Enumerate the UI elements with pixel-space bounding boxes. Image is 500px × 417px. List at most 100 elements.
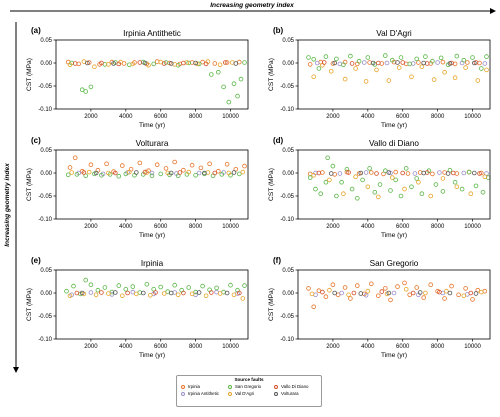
point-san-gregorio — [354, 196, 360, 201]
panel-label: (c) — [31, 136, 41, 145]
x-tick-label: 6000 — [396, 224, 410, 230]
y-tick-label: -0.10 — [280, 107, 294, 113]
point-irpinia — [405, 171, 411, 176]
point-irpinia — [163, 166, 169, 171]
point-irpinia-antithetic — [363, 170, 369, 175]
point-san-gregorio — [172, 282, 178, 288]
point-san-gregorio — [214, 285, 219, 291]
point-vallo-di-diano — [74, 290, 80, 296]
point-irpinia — [104, 161, 109, 167]
point-irpinia — [428, 282, 434, 288]
legend-title: Source faults — [234, 377, 264, 382]
point-irpinia — [456, 292, 461, 298]
panel-irpinia-antithetic: (a) Irpinia Antithetic 0.05 0.00 -0.05 -0.10 2… — [26, 26, 249, 129]
point-san-gregorio — [99, 173, 104, 178]
point-irpinia-antithetic — [361, 60, 367, 65]
x-tick-label: 8000 — [189, 344, 203, 350]
legend-item-volturara: Volturara — [274, 390, 299, 397]
point-val-d-agri — [363, 79, 369, 84]
point-san-gregorio — [382, 53, 388, 58]
point-vallo-di-diano — [450, 170, 456, 176]
point-irpinia — [207, 161, 212, 167]
y-axis-label: CST (MPa) — [26, 58, 33, 91]
point-irpinia — [395, 284, 400, 289]
y-tick-label: 0.00 — [40, 61, 52, 67]
point-san-gregorio — [377, 182, 383, 187]
point-val-d-agri — [240, 169, 246, 175]
point-san-gregorio — [149, 173, 155, 179]
point-val-d-agri — [69, 170, 74, 175]
point-irpinia — [216, 168, 221, 174]
point-volturara — [202, 170, 207, 176]
x-axis-label: Time (yr) — [139, 352, 165, 359]
point-val-d-agri — [468, 191, 474, 197]
point-irpinia — [137, 160, 143, 166]
point-irpinia-antithetic — [435, 60, 440, 65]
panel-title: San Gregorio — [370, 259, 419, 268]
point-san-gregorio — [123, 286, 129, 292]
legend: Source faults Irpinia Irpinia Antithetic… — [176, 375, 322, 407]
y-tick-label: 0.00 — [282, 291, 294, 297]
point-irpinia-antithetic — [314, 60, 320, 66]
point-san-gregorio — [221, 84, 226, 90]
point-san-gregorio — [237, 171, 242, 177]
panel-title: Irpinia — [141, 259, 164, 268]
point-san-gregorio — [158, 171, 164, 177]
point-volturara — [134, 170, 139, 175]
point-san-gregorio — [242, 283, 247, 288]
panel-label: (e) — [31, 256, 41, 265]
point-san-gregorio — [484, 54, 489, 59]
y-axis-label: CST (MPa) — [26, 288, 33, 321]
point-vallo-di-diano — [125, 290, 130, 296]
point-san-gregorio — [123, 171, 129, 177]
point-irpinia — [393, 169, 399, 175]
point-vallo-di-diano — [177, 170, 183, 175]
point-san-gregorio — [360, 177, 365, 183]
point-irpinia — [440, 59, 446, 65]
point-san-gregorio — [235, 93, 240, 99]
x-axis-label: Time (yr) — [139, 122, 165, 129]
point-val-d-agri — [389, 175, 395, 180]
legend-label-val-dagri: Val D'Agri — [235, 391, 255, 396]
point-san-gregorio — [334, 56, 339, 62]
point-vallo-di-diano — [237, 290, 242, 296]
point-val-d-agri — [431, 77, 437, 82]
point-vallo-di-diano — [181, 60, 186, 66]
point-val-d-agri — [482, 174, 488, 180]
point-san-gregorio — [242, 60, 247, 65]
point-vallo-di-diano — [99, 290, 104, 295]
point-vallo-di-diano — [321, 60, 327, 65]
panel-val-d-agri: (b) Val D'Agri 0.05 0.00 -0.05 -0.10 2000 4000 6… — [268, 26, 491, 129]
legend-item-irpinia: Irpinia — [181, 383, 200, 390]
point-volturara — [473, 291, 479, 296]
point-irpinia — [402, 280, 407, 286]
point-irpinia — [172, 159, 178, 165]
point-san-gregorio — [226, 99, 232, 105]
point-volturara — [141, 290, 146, 296]
point-vallo-di-diano — [437, 289, 442, 295]
point-vallo-di-diano — [349, 61, 355, 66]
point-san-gregorio — [341, 62, 346, 68]
point-val-d-agri — [93, 292, 99, 298]
point-irpinia — [368, 281, 374, 287]
y-tick-label: -0.10 — [280, 217, 294, 223]
point-irpinia — [212, 61, 218, 66]
x-tick-label: 8000 — [431, 114, 445, 120]
point-san-gregorio — [219, 172, 225, 177]
point-san-gregorio — [323, 54, 329, 59]
y-axis-label: CST (MPa) — [268, 168, 275, 201]
point-volturara — [113, 290, 118, 295]
x-axis-label: Time (yr) — [381, 122, 407, 129]
point-volturara — [79, 290, 85, 296]
y-tick-label: -0.10 — [38, 217, 52, 223]
point-san-gregorio — [461, 57, 467, 63]
point-irpinia — [348, 296, 353, 301]
point-val-d-agri — [423, 290, 428, 296]
x-tick-label: 2000 — [84, 224, 98, 230]
point-vallo-di-diano — [153, 290, 158, 295]
plot-frame — [297, 269, 491, 340]
y-tick-label: 0.00 — [40, 171, 52, 177]
point-irpinia-antithetic — [391, 290, 397, 296]
legend-swatch-irpinia-antithetic — [181, 391, 185, 396]
